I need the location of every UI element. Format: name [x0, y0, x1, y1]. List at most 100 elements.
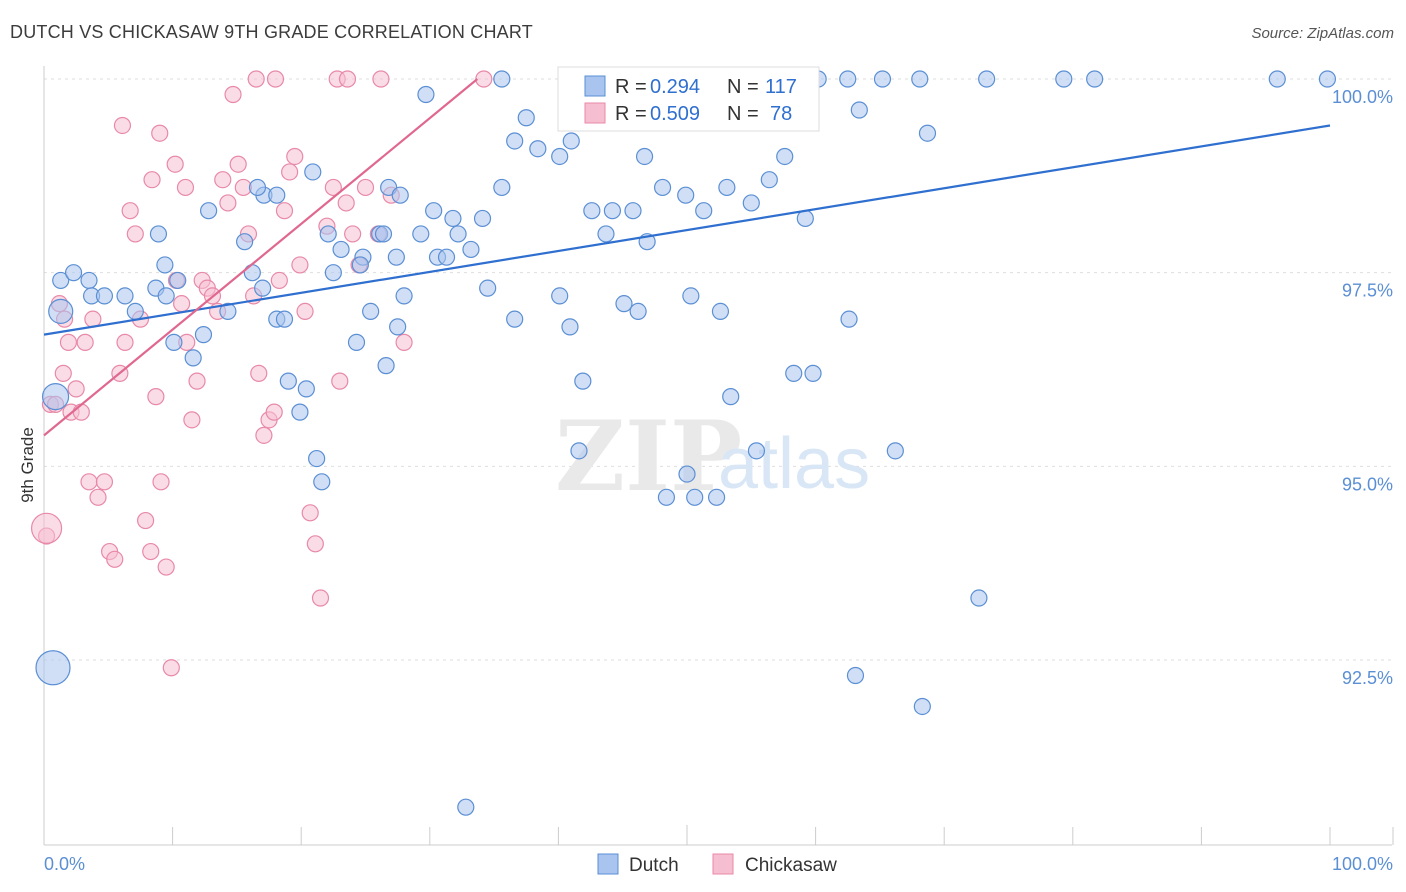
dutch-point-54: [635, 147, 654, 166]
dutch-point-51: [583, 202, 601, 220]
chickasaw-point-14: [95, 473, 114, 491]
chickasaw-point-56: [311, 589, 330, 607]
trend-line-chickasaw: [43, 78, 479, 437]
chickasaw-point-45: [255, 426, 273, 444]
dutch-point-98: [785, 364, 803, 382]
dutch-point-101: [886, 442, 904, 460]
legend-chickasaw-r-label: R =: [615, 103, 647, 125]
dutch-point-82: [1086, 70, 1104, 88]
dutch-point-21: [279, 372, 297, 390]
bottom-legend-label-dutch[interactable]: Dutch: [629, 855, 679, 876]
dutch-point-10: [184, 349, 202, 367]
chickasaw-point-67: [143, 171, 161, 189]
dutch-point-2: [80, 271, 98, 290]
dutch-point-57: [695, 202, 713, 220]
chickasaw-point-13: [89, 488, 107, 506]
dutch-large-point-0: [35, 650, 71, 686]
legend-chickasaw-r-value: 0.509: [650, 103, 700, 125]
dutch-point-4: [95, 287, 114, 305]
dutch-point-17: [243, 264, 261, 282]
dutch-point-77: [839, 70, 857, 88]
dutch-point-61: [776, 147, 794, 166]
chickasaw-point-49: [275, 202, 294, 220]
dutch-point-116: [603, 202, 622, 220]
chickasaw-point-73: [266, 70, 285, 88]
y-tick-label-0: 92.5%: [1342, 668, 1393, 688]
chickasaw-point-11: [80, 473, 98, 491]
dutch-point-67: [351, 256, 369, 274]
dutch-point-115: [444, 209, 462, 228]
dutch-point-93: [678, 465, 696, 483]
dutch-point-78: [873, 70, 892, 88]
dutch-point-92: [657, 488, 676, 506]
dutch-point-18: [254, 279, 272, 297]
dutch-point-85: [574, 372, 592, 390]
dutch-point-20: [275, 310, 294, 328]
dutch-point-80: [978, 70, 996, 88]
chickasaw-point-19: [121, 202, 139, 220]
bottom-legend-label-chickasaw[interactable]: Chickasaw: [745, 855, 837, 876]
dutch-point-103: [846, 666, 865, 685]
dutch-point-6: [126, 302, 144, 320]
y-tick-label-2: 97.5%: [1342, 281, 1393, 301]
chickasaw-point-66: [395, 333, 413, 351]
chickasaw-point-38: [219, 194, 237, 212]
dutch-point-28: [248, 178, 267, 197]
x-tick-label-min: 0.0%: [44, 854, 85, 874]
chickasaw-point-75: [338, 70, 357, 88]
dutch-point-50: [562, 132, 580, 150]
chickasaw-point-76: [372, 70, 390, 88]
dutch-point-31: [319, 225, 337, 243]
dutch-point-64: [918, 124, 937, 142]
chickasaw-point-61: [344, 225, 362, 243]
dutch-large-point-2: [48, 298, 74, 324]
chickasaw-point-53: [296, 302, 314, 320]
chickasaw-point-71: [113, 116, 132, 135]
legend-dutch-n-value: 117: [765, 76, 797, 98]
dutch-point-94: [686, 488, 704, 506]
chickasaw-point-31: [183, 411, 201, 429]
chickasaw-point-23: [142, 542, 160, 561]
chickasaw-point-70: [176, 178, 195, 197]
dutch-point-52: [597, 225, 615, 243]
chickasaw-point-29: [173, 295, 191, 313]
dutch-point-87: [629, 302, 647, 320]
bottom-legend-swatch-chickasaw[interactable]: [712, 853, 734, 875]
y-tick-label-1: 95.0%: [1342, 474, 1393, 494]
chickasaw-point-44: [250, 364, 268, 382]
legend-chickasaw-n-label: N =: [727, 103, 759, 125]
large-points: [30, 298, 74, 686]
dutch-point-63: [850, 101, 868, 119]
legend-swatch-chickasaw: [584, 102, 606, 124]
chickasaw-point-18: [116, 333, 134, 351]
chickasaw-large-point-0: [30, 512, 63, 544]
legend-dutch-r-value: 0.294: [650, 76, 700, 98]
dutch-point-22: [291, 403, 309, 421]
chickasaw-point-77: [475, 70, 493, 88]
dutch-point-36: [391, 186, 409, 204]
dutch-point-66: [387, 248, 405, 266]
chickasaw-point-47: [265, 403, 283, 421]
dutch-point-26: [236, 233, 254, 251]
chickasaw-point-72: [247, 70, 265, 88]
dutch-point-46: [506, 132, 524, 150]
chickasaw-point-22: [136, 511, 155, 530]
bottom-legend-swatch-dutch[interactable]: [597, 853, 619, 875]
dutch-point-111: [551, 287, 569, 305]
dutch-point-106: [347, 333, 366, 351]
dutch-point-84: [1318, 70, 1337, 88]
chickasaw-point-32: [188, 372, 206, 390]
dutch-point-8: [157, 287, 175, 305]
chickasaw-point-55: [306, 535, 324, 553]
dutch-point-23: [297, 380, 315, 398]
dutch-point-58: [718, 178, 736, 197]
dutch-point-9: [165, 333, 183, 351]
dutch-point-95: [707, 488, 726, 506]
dutch-point-89: [711, 302, 730, 320]
dutch-point-112: [624, 202, 642, 220]
chickasaw-point-16: [106, 550, 124, 568]
chickasaw-point-27: [162, 659, 180, 677]
dutch-point-59: [742, 194, 760, 212]
legend-chickasaw-n-value: 78: [770, 103, 792, 125]
